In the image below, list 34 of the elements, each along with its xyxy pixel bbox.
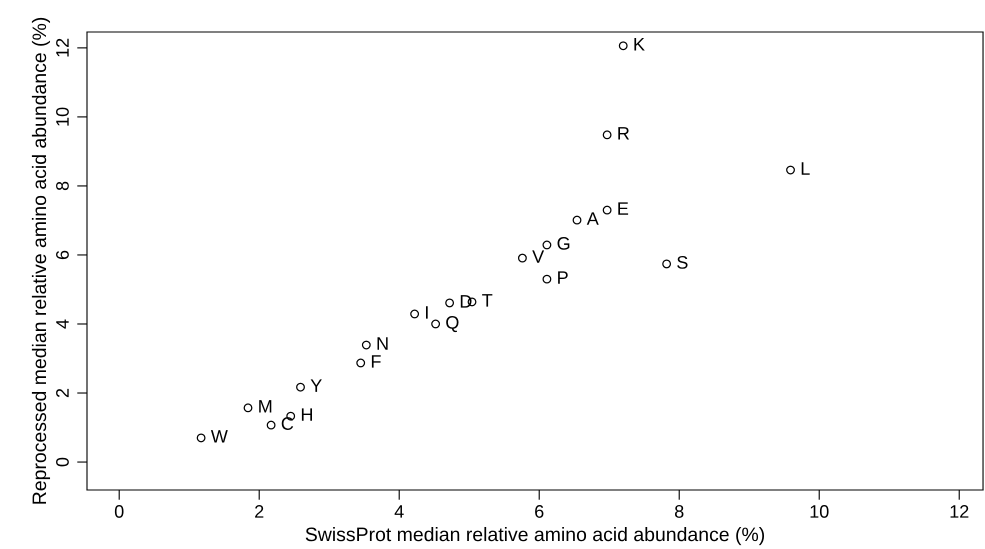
x-tick-label: 10 [810, 505, 829, 518]
x-tick-label: 4 [394, 505, 404, 518]
annotation: A [586, 212, 599, 225]
annotation: Q [446, 316, 459, 332]
annotation: N [378, 337, 388, 350]
y-tick-label: 8 [56, 182, 69, 190]
annotation: M [259, 400, 272, 413]
y-axis-title: Reprocessed median relative amino acid abundance (%) [32, 18, 50, 504]
y-tick-label: 0 [56, 458, 69, 466]
annotation: Y [310, 379, 322, 392]
x-axis-title: SwissProt median relative amino acid abundance (%) [306, 526, 764, 546]
annotation: P [558, 271, 568, 284]
annotation: I [426, 306, 428, 319]
annotation: K [634, 38, 645, 50]
annotation: H [302, 408, 312, 421]
annotation: R [618, 127, 630, 140]
y-tick-label: 4 [56, 319, 69, 329]
annotation: E [618, 202, 628, 215]
annotation: S [677, 256, 688, 269]
annotation: V [532, 250, 544, 263]
y-tick-label: 10 [56, 108, 69, 126]
y-tick-label: 12 [56, 38, 69, 57]
y-tick-label: 2 [56, 388, 69, 398]
annotation: L [802, 162, 810, 175]
annotation: T [482, 294, 492, 307]
x-tick-label: 2 [255, 505, 264, 518]
x-tick-label: 12 [950, 505, 968, 518]
annotation: G [558, 237, 570, 250]
x-tick-label: 0 [114, 505, 124, 518]
annotation: W [210, 430, 228, 443]
x-tick-label: 6 [535, 505, 544, 518]
y-tick-label: 6 [56, 250, 69, 260]
x-tick-label: 8 [674, 505, 684, 518]
annotation: F [372, 355, 381, 368]
